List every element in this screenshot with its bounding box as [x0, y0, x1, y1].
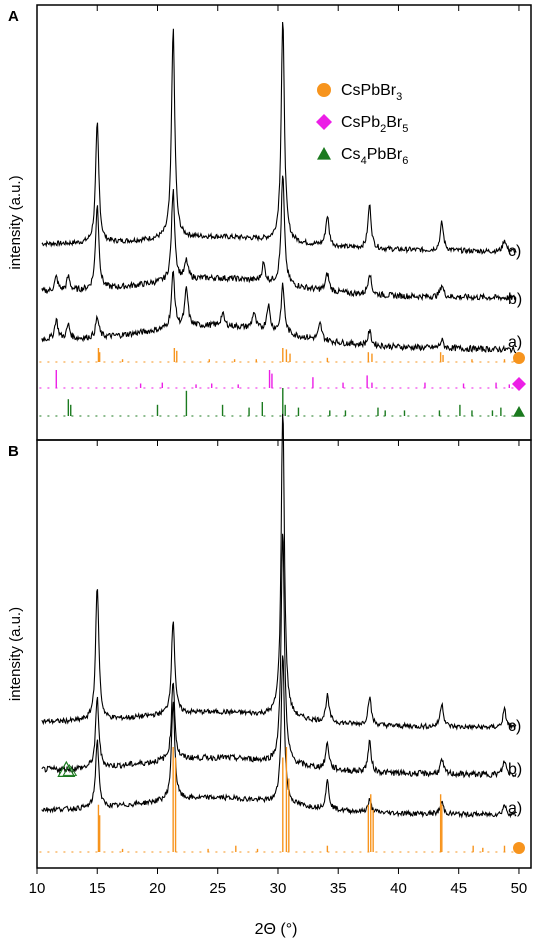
series-label: a) [508, 334, 522, 351]
legend-marker [316, 114, 332, 130]
series-label: b) [508, 761, 522, 778]
x-axis-label: 2Θ (°) [255, 921, 298, 938]
x-tick-label: 35 [330, 880, 347, 897]
series-line [41, 413, 517, 731]
CsPbBr3-marker [513, 842, 525, 854]
series-line [41, 270, 517, 354]
x-tick-label: 50 [511, 880, 528, 897]
series-label: c) [508, 243, 521, 260]
legend-marker [317, 147, 331, 160]
annotation-triangle [62, 764, 78, 776]
x-tick-label: 20 [149, 880, 166, 897]
series-label: a) [508, 800, 522, 817]
y-axis-label: intensity (a.u.) [7, 607, 24, 701]
legend-entry: Cs4PbBr6 [341, 146, 408, 167]
x-tick-label: 25 [209, 880, 226, 897]
x-tick-label: 30 [270, 880, 287, 897]
panel-label: A [8, 8, 19, 25]
legend-entry: CsPbBr3 [341, 82, 402, 103]
series-line [41, 21, 517, 255]
series-label: c) [508, 718, 521, 735]
legend-entry: CsPb2Br5 [341, 114, 408, 135]
CsPbBr3-marker [513, 352, 525, 364]
x-axis: 10 15 20 25 30 35 40 45 50 [29, 5, 528, 897]
legend-marker [317, 83, 331, 97]
CsPb2Br5-marker [512, 377, 526, 391]
series-line [41, 533, 517, 779]
y-axis-label: intensity (a.u.) [7, 175, 24, 269]
x-tick-label: 40 [390, 880, 407, 897]
x-tick-label: 15 [89, 880, 106, 897]
series-label: b) [508, 291, 522, 308]
x-tick-label: 10 [29, 880, 46, 897]
Cs4PbBr6-marker [513, 406, 525, 417]
x-tick-label: 45 [450, 880, 467, 897]
series-line [41, 655, 517, 819]
panel-label: B [8, 443, 19, 460]
series-line [41, 175, 517, 302]
annotation-triangle [57, 760, 76, 777]
